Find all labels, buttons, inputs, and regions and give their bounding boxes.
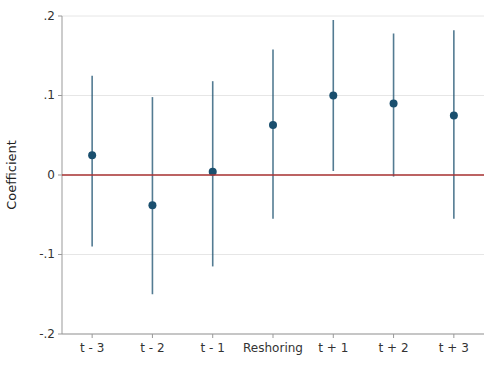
y-tick-label: -.2 (39, 327, 55, 341)
grid-line (62, 254, 484, 255)
y-tick-label: 0 (47, 168, 55, 182)
x-tick-label: t - 2 (140, 341, 164, 355)
y-tick-label: .2 (44, 9, 55, 23)
coefficient-dot (450, 111, 458, 119)
x-tick-label: t - 3 (80, 341, 104, 355)
y-tick-label: -.1 (39, 247, 55, 261)
y-tick-label: .1 (44, 88, 55, 102)
y-tick (58, 175, 62, 176)
x-tick (393, 334, 394, 338)
y-tick (58, 95, 62, 96)
plot-area (62, 20, 484, 294)
x-tick (273, 334, 274, 338)
x-tick-label: t - 1 (201, 341, 225, 355)
x-tick (212, 334, 213, 338)
chart: -.2 -.1 0 .1 .2 t - 3 t - 2 t - 1 Reshoring t + 1… (0, 0, 500, 372)
confidence-interval (152, 97, 154, 294)
y-tick (58, 16, 62, 17)
y-tick (58, 254, 62, 255)
x-tick-label: t + 1 (318, 341, 348, 355)
coefficient-dot (269, 121, 277, 129)
x-tick (333, 334, 334, 338)
y-axis-label: Coefficient (4, 140, 19, 210)
coefficient-dot (148, 201, 156, 209)
x-tick (152, 334, 153, 338)
grid-line (62, 175, 484, 176)
confidence-interval (453, 30, 455, 218)
y-tick (58, 334, 62, 335)
y-grid (62, 16, 484, 334)
grid-line (62, 16, 484, 17)
x-tick-label: t + 3 (439, 341, 469, 355)
x-axis: t - 3 t - 2 t - 1 Reshoring t + 1 t + 2 t + 3 (80, 334, 469, 355)
x-tick-label: t + 2 (379, 341, 409, 355)
coefficient-dot (390, 99, 398, 107)
x-tick-label: Reshoring (243, 341, 303, 355)
confidence-interval (272, 49, 274, 218)
chart-container: -.2 -.1 0 .1 .2 t - 3 t - 2 t - 1 Reshoring t + 1… (0, 0, 500, 372)
x-tick (453, 334, 454, 338)
confidence-interval (91, 76, 93, 247)
x-tick (92, 334, 93, 338)
y-axis: -.2 -.1 0 .1 .2 (39, 9, 62, 341)
coefficient-dot (329, 92, 337, 100)
reference-line (62, 174, 484, 175)
coefficient-dot (88, 151, 96, 159)
